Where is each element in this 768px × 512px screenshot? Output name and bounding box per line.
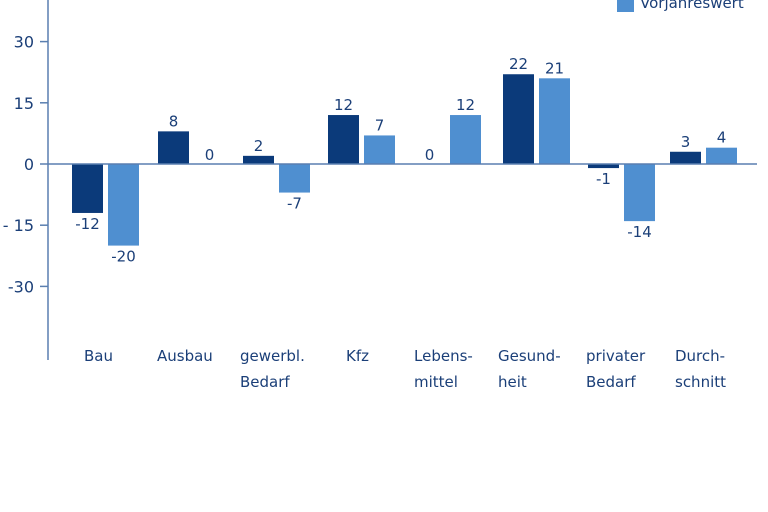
data-label: -14: [627, 223, 652, 241]
data-label: 21: [545, 59, 564, 77]
data-label: 2: [254, 137, 264, 155]
legend-swatch-vorjahreswert: [617, 0, 634, 12]
bar-previous: [706, 147, 737, 164]
data-label: -7: [287, 195, 302, 213]
x-tick-label: privater Bedarf: [586, 347, 646, 391]
bar-current: [328, 115, 359, 164]
data-label: 7: [375, 116, 385, 134]
bar-previous: [279, 164, 310, 193]
data-label: -20: [111, 248, 136, 266]
data-label: 8: [169, 112, 179, 130]
x-tick-label: Durch- schnitt: [675, 347, 727, 391]
x-tick-label: Bau: [84, 347, 113, 365]
bar-previous: [108, 164, 139, 246]
x-tick-label: gewerbl. Bedarf: [240, 347, 305, 391]
legend-label-vorjahreswert: Vorjahreswert: [640, 0, 744, 12]
legend: Vorjahreswert: [617, 0, 744, 12]
x-tick-label: Kfz: [346, 347, 369, 365]
data-label: -12: [75, 215, 100, 233]
data-label: 12: [334, 96, 353, 114]
data-label: 12: [456, 96, 475, 114]
bar-current: [72, 164, 103, 213]
y-tick-label: 30: [14, 33, 34, 52]
bar-previous: [450, 115, 481, 164]
data-label: 3: [681, 133, 691, 151]
data-label: -1: [596, 170, 611, 188]
x-tick-label: Gesund- heit: [498, 347, 561, 391]
data-label: 22: [509, 55, 528, 73]
y-tick-label: 15: [14, 94, 34, 113]
bar-current: [243, 155, 274, 164]
y-tick-label: -30: [8, 277, 34, 296]
bar-current: [588, 164, 619, 169]
bar-current: [158, 131, 189, 164]
x-tick-label: Lebens- mittel: [414, 347, 473, 391]
x-tick-label: Ausbau: [157, 347, 213, 365]
data-label: 0: [425, 146, 435, 164]
data-label: 0: [205, 146, 215, 164]
bar-current: [670, 151, 701, 164]
y-tick-label: 0: [24, 155, 34, 174]
bar-previous: [364, 135, 395, 164]
data-label: 4: [717, 129, 727, 147]
bar-previous: [539, 78, 570, 164]
bar-current: [503, 74, 534, 164]
bar-previous: [624, 164, 655, 222]
y-tick-label: - 15: [3, 216, 34, 235]
